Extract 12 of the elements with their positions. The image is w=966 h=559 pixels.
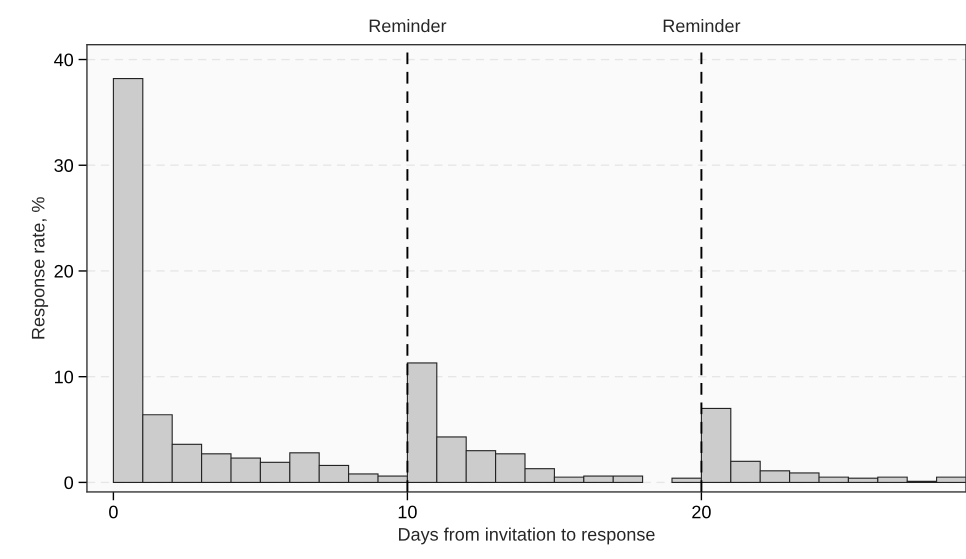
ref-line-label: Reminder [370,18,446,32]
y-tick-label: 40 [54,53,74,66]
x-tick-label: 10 [398,506,417,518]
y-tick-label: 20 [54,264,74,278]
x-axis-title: Days from invitation to response [399,528,655,544]
y-tick-label: 0 [64,476,74,490]
ref-line-label: Reminder [664,18,740,32]
x-tick-label: 20 [692,506,711,518]
y-tick-label: 10 [55,370,74,384]
y-tick-label: 30 [54,159,74,172]
x-tick-label: 0 [109,506,118,518]
y-axis-title: Response rate, % [32,197,48,339]
